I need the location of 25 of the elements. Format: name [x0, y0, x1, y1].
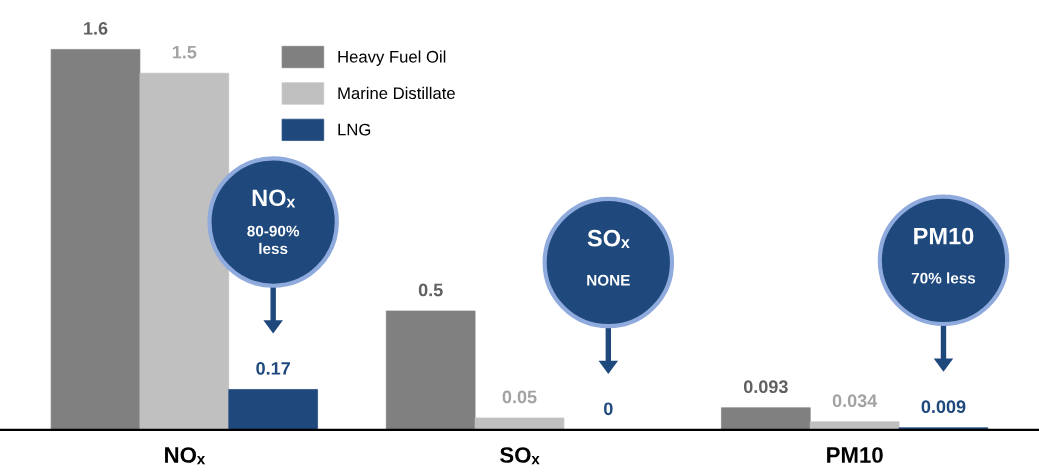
bar: [385, 310, 476, 430]
bar: [228, 389, 318, 430]
bar: [139, 72, 230, 430]
data-label: 0.5: [418, 283, 443, 297]
x-tick-label: NOₓ: [165, 447, 206, 465]
bar: [50, 49, 141, 430]
bar: [809, 421, 900, 430]
data-label: 0.17: [256, 361, 290, 375]
legend-label: LNG: [338, 123, 371, 136]
data-label: 0: [604, 402, 613, 416]
annotation: PM10 70% less: [911, 227, 976, 284]
annotation: NOₓ 80-90% less: [247, 189, 300, 255]
data-label: 0.009: [921, 400, 966, 414]
data-label: 0.093: [743, 380, 788, 394]
data-label: 0.034: [832, 394, 878, 408]
data-label: 1.6: [84, 21, 108, 35]
annotation: SOₓ NONE: [587, 229, 630, 286]
x-tick-label: SOₓ: [500, 447, 540, 465]
data-label: 1.5: [172, 45, 197, 59]
x-tick-label: PM10: [827, 447, 883, 463]
bar: [474, 417, 565, 430]
legend-label: Marine Distillate: [338, 86, 455, 100]
data-label: 0.05: [502, 390, 537, 404]
bar: [721, 407, 811, 430]
legend-label: Heavy Fuel Oil: [338, 50, 446, 66]
